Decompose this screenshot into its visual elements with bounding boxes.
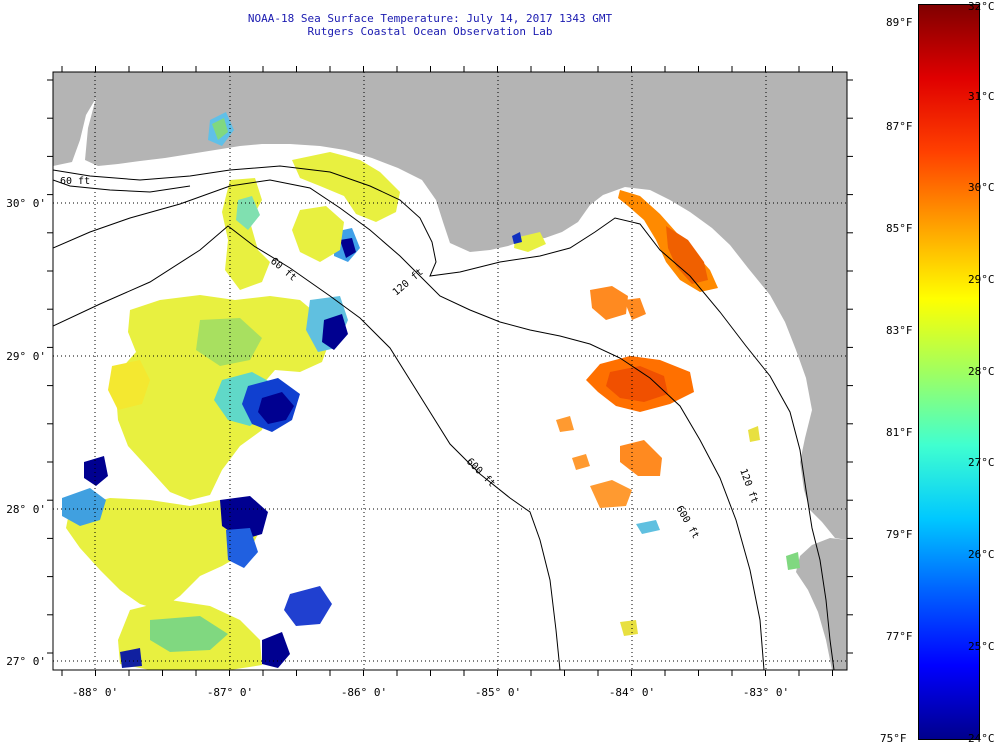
lat-label: 27° 0' [6,655,46,668]
cb-label-f: 77°F [886,630,913,643]
map-frame-border [52,71,848,671]
land-mass-south [796,538,847,670]
cb-label-f: 81°F [886,426,913,439]
axis-ticks [47,66,853,676]
cb-label-c: 26°C [968,548,995,561]
cb-label-c: 28°C [968,365,995,378]
lon-label: -86° 0' [341,686,387,699]
map-title: NOAA-18 Sea Surface Temperature: July 14… [247,12,613,25]
land-mass-bay [505,78,540,90]
temperature-colorbar [918,4,980,740]
lon-label: -85° 0' [475,686,521,699]
cb-label-f: 79°F [886,528,913,541]
cb-label-f: 85°F [886,222,913,235]
lat-label: 30° 0' [6,197,46,210]
lon-label: -87° 0' [207,686,253,699]
sst-field [62,112,800,670]
cb-label-c: 31°C [968,90,995,103]
lon-label: -83° 0' [743,686,789,699]
lon-label: -88° 0' [72,686,118,699]
isobath-lines [53,165,835,670]
lat-label: 29° 0' [6,350,46,363]
map-subtitle: Rutgers Coastal Ocean Observation Lab [307,25,553,38]
cb-label-f: 87°F [886,120,913,133]
lon-label: -84° 0' [609,686,655,699]
cb-label-c: 29°C [968,273,995,286]
cb-label-c: 25°C [968,640,995,653]
cb-label-f: 83°F [886,324,913,337]
cb-label-c: 27°C [968,456,995,469]
cb-label-c: 24°C [968,732,995,745]
cb-label-c: 30°C [968,181,995,194]
cb-label-f: 75°F [880,732,907,745]
longitude-axis: -88° 0' -87° 0' -86° 0' -85° 0' -84° 0' … [72,686,789,699]
latitude-axis: 30° 0' 29° 0' 28° 0' 27° 0' [6,197,46,668]
cb-label-c: 32°C [968,0,995,13]
lat-label: 28° 0' [6,503,46,516]
cb-label-f: 89°F [886,16,913,29]
graticule [53,72,847,670]
land-mass [53,72,847,540]
isobath-label: 60 ft [60,176,90,187]
